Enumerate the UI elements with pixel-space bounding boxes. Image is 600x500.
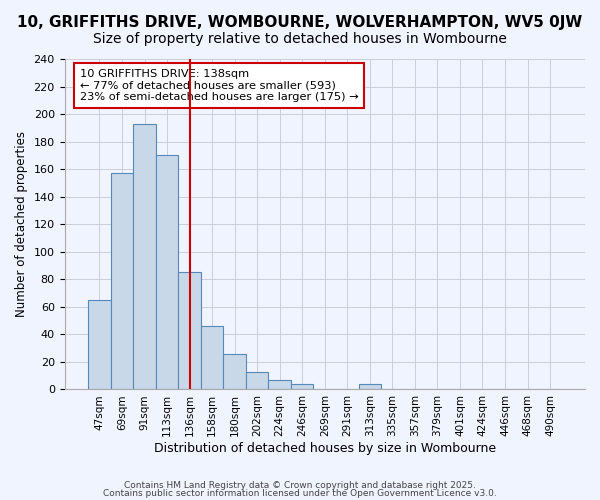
Text: 10, GRIFFITHS DRIVE, WOMBOURNE, WOLVERHAMPTON, WV5 0JW: 10, GRIFFITHS DRIVE, WOMBOURNE, WOLVERHA… <box>17 15 583 30</box>
Bar <box>201 326 223 390</box>
Y-axis label: Number of detached properties: Number of detached properties <box>15 131 28 317</box>
Bar <box>246 372 268 390</box>
Text: Contains public sector information licensed under the Open Government Licence v3: Contains public sector information licen… <box>103 488 497 498</box>
Bar <box>133 124 156 390</box>
Text: Size of property relative to detached houses in Wombourne: Size of property relative to detached ho… <box>93 32 507 46</box>
Bar <box>111 174 133 390</box>
Bar <box>359 384 381 390</box>
Bar <box>268 380 291 390</box>
Bar <box>156 156 178 390</box>
Text: Contains HM Land Registry data © Crown copyright and database right 2025.: Contains HM Land Registry data © Crown c… <box>124 481 476 490</box>
Bar <box>223 354 246 390</box>
X-axis label: Distribution of detached houses by size in Wombourne: Distribution of detached houses by size … <box>154 442 496 455</box>
Bar <box>88 300 111 390</box>
Text: 10 GRIFFITHS DRIVE: 138sqm
← 77% of detached houses are smaller (593)
23% of sem: 10 GRIFFITHS DRIVE: 138sqm ← 77% of deta… <box>80 69 359 102</box>
Bar <box>178 272 201 390</box>
Bar <box>291 384 313 390</box>
